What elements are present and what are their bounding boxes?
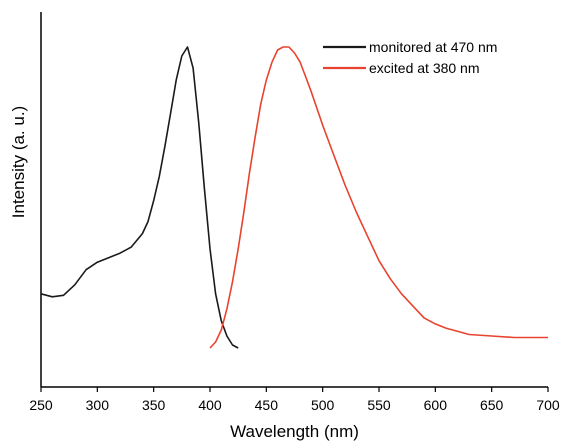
x-tick-label: 600 (424, 397, 448, 413)
x-tick-label: 550 (367, 397, 391, 413)
x-tick-label: 450 (255, 397, 279, 413)
y-axis-title: Intensity (a. u.) (9, 106, 28, 218)
series-line-2 (209, 46, 548, 349)
x-tick-label: 400 (198, 397, 222, 413)
legend-label: monitored at 470 nm (369, 39, 497, 55)
legend: monitored at 470 nm excited at 380 nm (323, 39, 497, 76)
axes: 250 300 350 400 450 500 550 600 650 700 (29, 12, 560, 413)
x-tick-label: 300 (86, 397, 110, 413)
x-tick-label: 250 (29, 397, 53, 413)
plot-lines (40, 46, 548, 349)
x-ticks: 250 300 350 400 450 500 550 600 650 700 (29, 387, 560, 413)
x-tick-label: 700 (536, 397, 560, 413)
series-line-1 (40, 46, 239, 349)
x-tick-label: 650 (480, 397, 504, 413)
legend-label: excited at 380 nm (369, 60, 480, 76)
x-axis-title: Wavelength (nm) (230, 422, 359, 441)
x-tick-label: 350 (142, 397, 166, 413)
x-tick-label: 500 (311, 397, 335, 413)
